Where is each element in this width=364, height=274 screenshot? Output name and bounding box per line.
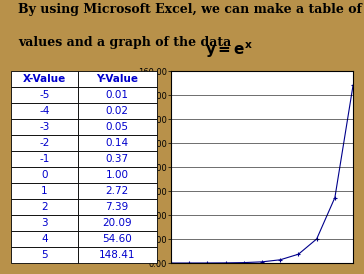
Text: 0: 0 bbox=[41, 170, 48, 180]
Text: -5: -5 bbox=[39, 90, 50, 100]
Text: 3: 3 bbox=[41, 218, 48, 228]
Text: 1.00: 1.00 bbox=[106, 170, 129, 180]
Bar bbox=[78, 71, 157, 87]
Text: values and a graph of the data: values and a graph of the data bbox=[18, 36, 232, 48]
Text: 0.14: 0.14 bbox=[106, 138, 129, 148]
Bar bbox=[11, 151, 78, 167]
Text: 0.37: 0.37 bbox=[106, 154, 129, 164]
Bar bbox=[78, 231, 157, 247]
Text: 0.02: 0.02 bbox=[106, 106, 129, 116]
Text: 5: 5 bbox=[41, 250, 48, 260]
Text: Y-Value: Y-Value bbox=[96, 74, 138, 84]
Bar bbox=[11, 71, 78, 87]
Bar bbox=[11, 231, 78, 247]
Bar bbox=[11, 199, 78, 215]
Text: -3: -3 bbox=[39, 122, 50, 132]
Bar bbox=[11, 215, 78, 231]
Text: $\mathbf{y = e^{x}}$: $\mathbf{y = e^{x}}$ bbox=[205, 41, 253, 60]
Bar bbox=[11, 183, 78, 199]
Bar bbox=[78, 135, 157, 151]
Text: 20.09: 20.09 bbox=[102, 218, 132, 228]
Bar bbox=[11, 167, 78, 183]
Text: 2.72: 2.72 bbox=[106, 186, 129, 196]
Text: 0.05: 0.05 bbox=[106, 122, 129, 132]
Text: 148.41: 148.41 bbox=[99, 250, 135, 260]
Bar bbox=[78, 183, 157, 199]
Bar bbox=[78, 215, 157, 231]
Bar bbox=[78, 103, 157, 119]
Text: -2: -2 bbox=[39, 138, 50, 148]
Bar bbox=[78, 199, 157, 215]
Text: 4: 4 bbox=[41, 234, 48, 244]
Text: By using Microsoft Excel, we can make a table of: By using Microsoft Excel, we can make a … bbox=[18, 3, 362, 16]
Bar bbox=[78, 247, 157, 263]
Bar bbox=[11, 247, 78, 263]
Bar bbox=[11, 87, 78, 103]
Bar bbox=[78, 87, 157, 103]
Text: -1: -1 bbox=[39, 154, 50, 164]
Text: -4: -4 bbox=[39, 106, 50, 116]
Bar bbox=[78, 151, 157, 167]
Text: 1: 1 bbox=[41, 186, 48, 196]
Bar bbox=[11, 119, 78, 135]
Bar bbox=[78, 119, 157, 135]
Bar bbox=[11, 103, 78, 119]
Text: 2: 2 bbox=[41, 202, 48, 212]
Text: 54.60: 54.60 bbox=[102, 234, 132, 244]
Text: 0.01: 0.01 bbox=[106, 90, 129, 100]
Text: X-Value: X-Value bbox=[23, 74, 66, 84]
Bar bbox=[11, 135, 78, 151]
Bar bbox=[78, 167, 157, 183]
Text: 7.39: 7.39 bbox=[106, 202, 129, 212]
